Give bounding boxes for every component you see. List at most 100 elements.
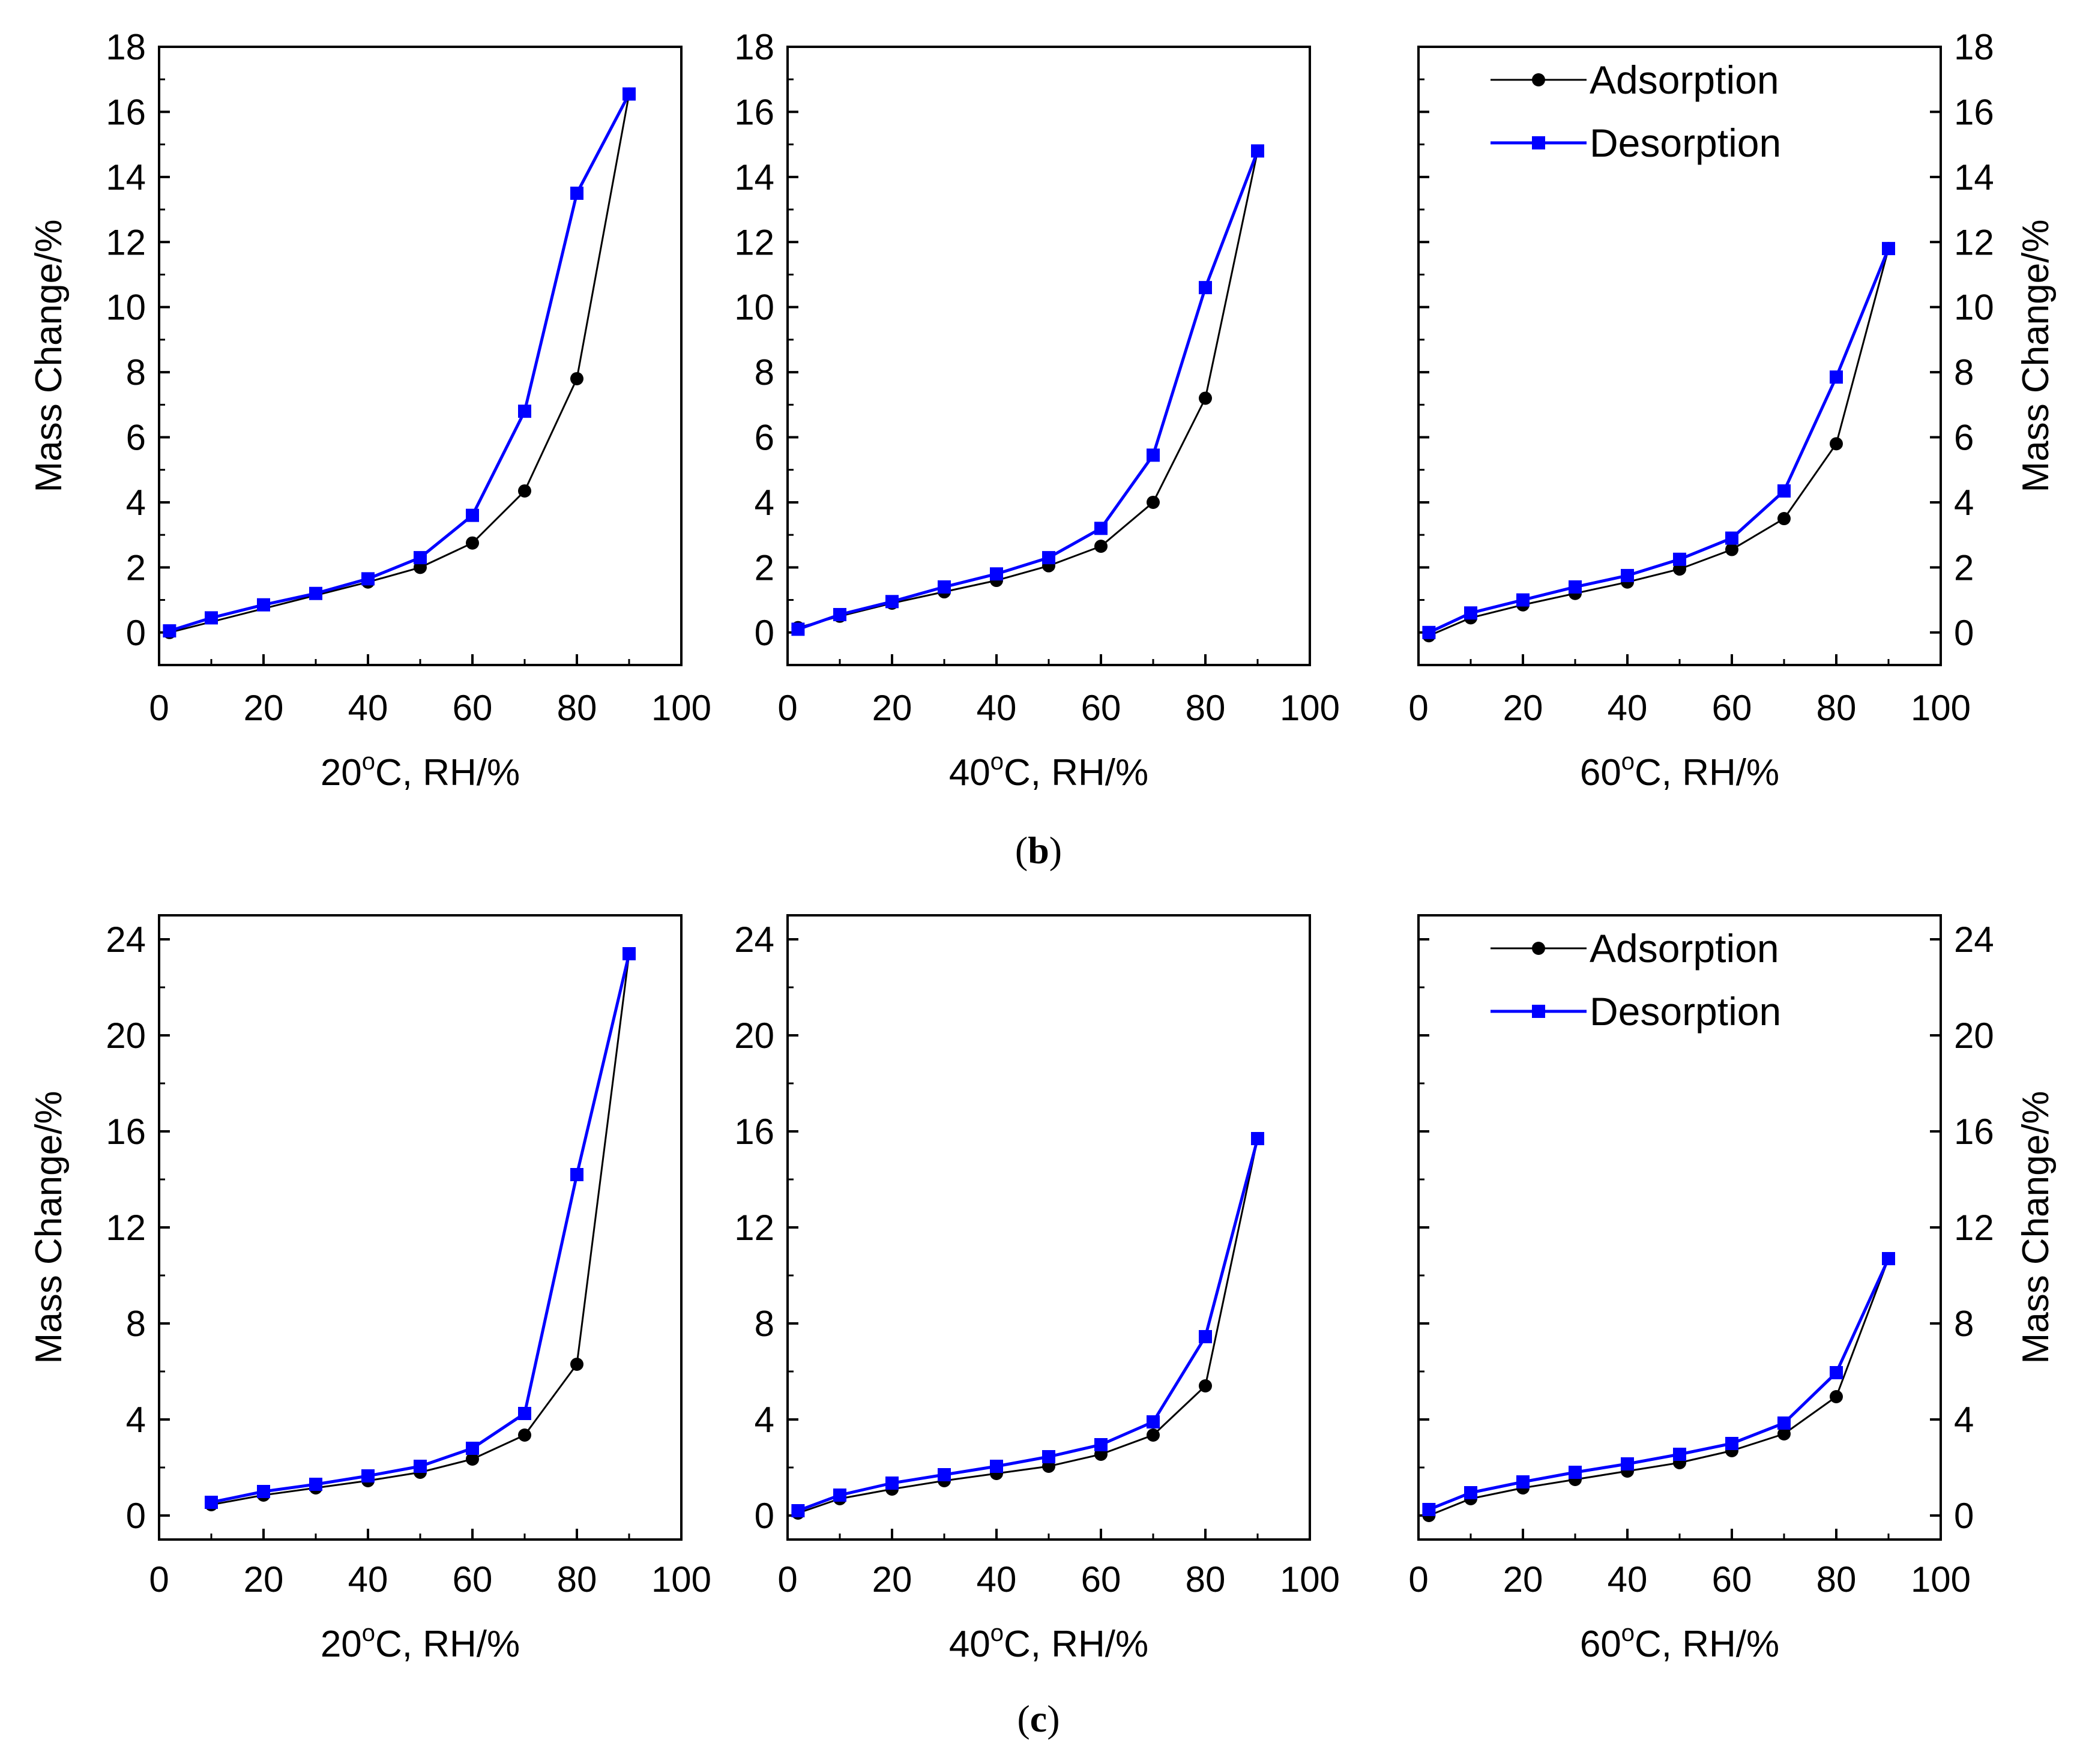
desorption-point [1673,1448,1686,1461]
legend: Adsorption Desorption [1491,926,1781,1034]
x-tick-label: 0 [777,1559,797,1600]
x-tick-label: 20 [244,1559,284,1600]
x-axis-title: 20oC, RH/% [321,748,520,793]
y-tick-label: 2 [755,547,774,588]
y-tick-label: 4 [755,1400,774,1440]
x-tick-label: 40 [1608,1559,1648,1600]
adsorption-point [570,1358,583,1371]
desorption-point [1042,1450,1055,1463]
desorption-point [1094,522,1108,535]
y-axis-title-right: Mass Change/% [2015,220,2057,493]
legend-desorption-label: Desorption [1590,121,1781,165]
x-tick-label: 60 [453,688,493,728]
x-axis-title-degree: o [1621,1620,1635,1646]
x-axis-title-unit: C, RH/% [1004,752,1148,793]
desorption-point [1725,531,1738,545]
y-tick-label-right: 16 [1954,92,1994,132]
y-axis-title-right: Mass Change/% [2015,1091,2057,1364]
desorption-point [1199,281,1212,295]
y-axis-title-left: Mass Change/% [28,1091,70,1364]
x-axis-title: 20oC, RH/% [321,1620,520,1665]
y-tick-label: 16 [734,92,774,132]
x-tick-label: 80 [1186,688,1226,728]
desorption-point [414,1460,427,1473]
y-tick-label: 12 [106,222,146,262]
x-axis-title-degree: o [1621,748,1635,775]
y-tick-label: 12 [734,222,774,262]
desorption-point [1251,1132,1264,1145]
legend-adsorption-label: Adsorption [1590,58,1779,102]
x-tick-label: 40 [977,1559,1017,1600]
x-tick-label: 100 [1911,1559,1971,1600]
x-tick-label: 40 [348,688,388,728]
desorption-point [309,1478,322,1491]
y-tick-label-right: 10 [1954,287,1994,328]
adsorption-point [1199,391,1212,405]
panel-label: (c) [1017,1697,1060,1740]
y-tick-label: 12 [734,1208,774,1248]
panel-label-letter: c [1030,1697,1047,1740]
x-axis-title-temperature: 20 [321,752,362,793]
y-tick-label: 16 [106,1112,146,1152]
desorption-line [1428,1257,1890,1511]
desorption-series [205,947,636,1509]
y-tick-label: 4 [126,483,146,523]
x-tick-label: 40 [1608,688,1648,728]
x-tick-label: 80 [1816,1559,1857,1600]
x-tick-label: 0 [777,688,797,728]
panel-label-open: ( [1015,829,1028,871]
desorption-point [1094,1438,1108,1451]
y-tick-label: 16 [734,1112,774,1152]
desorption-point [570,186,583,200]
y-tick-label: 18 [106,27,146,67]
x-axis-title-degree: o [362,748,375,775]
adsorption-point [466,536,479,550]
y-tick-label: 0 [126,613,146,653]
x-tick-label: 100 [651,1559,711,1600]
adsorption-point [518,484,531,498]
x-tick-label: 60 [1081,1559,1121,1600]
x-tick-label: 0 [149,1559,169,1600]
adsorption-point [1199,1379,1212,1392]
desorption-point [257,598,270,612]
adsorption-point [1725,543,1738,556]
x-axis-title-unit: C, RH/% [1635,1624,1779,1665]
legend: Adsorption Desorption [1491,58,1781,165]
y-tick-label-right: 4 [1954,1400,1974,1440]
adsorption-point [1830,437,1843,451]
y-tick-label-right: 2 [1954,547,1974,588]
y-tick-label-right: 8 [1954,1304,1974,1344]
panel-label-letter: b [1028,829,1049,871]
x-tick-label: 20 [872,1559,912,1600]
y-tick-label: 8 [126,352,146,393]
desorption-point [1569,1466,1582,1479]
desorption-point [1621,568,1634,582]
y-tick-label: 18 [734,27,774,67]
desorption-point [938,1468,951,1481]
desorption-point [990,1460,1003,1473]
x-tick-label: 80 [1816,688,1857,728]
x-tick-label: 0 [1408,688,1428,728]
desorption-point [1621,1457,1634,1471]
x-tick-label: 80 [557,688,597,728]
adsorption-point [1147,495,1160,509]
desorption-point [570,1168,583,1181]
desorption-point [309,586,322,600]
desorption-point [466,1442,479,1455]
x-tick-label: 20 [1503,1559,1543,1600]
desorption-point [1147,448,1160,462]
legend-desorption-marker [1532,1005,1545,1018]
y-tick-label-right: 4 [1954,483,1974,523]
desorption-point [205,1496,218,1509]
x-tick-label: 40 [348,1559,388,1600]
legend-adsorption-label: Adsorption [1590,926,1779,971]
desorption-point [833,1489,846,1502]
desorption-point [791,1504,805,1517]
x-tick-label: 100 [651,688,711,728]
x-tick-label: 60 [1712,688,1752,728]
y-tick-label-right: 16 [1954,1112,1994,1152]
desorption-point [1673,552,1686,566]
desorption-point [1516,1475,1530,1489]
